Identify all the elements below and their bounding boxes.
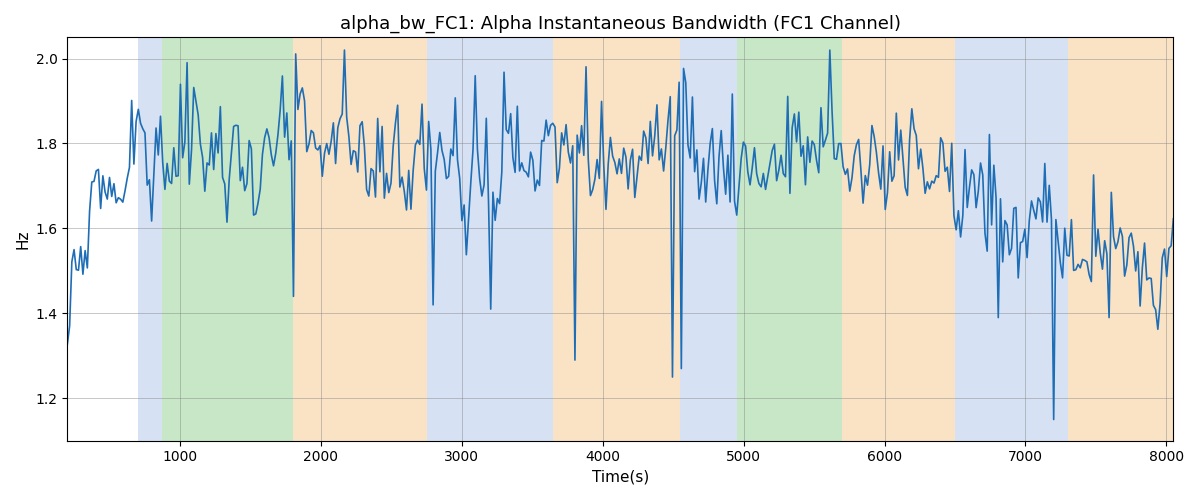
- Bar: [293, 38, 427, 440]
- Bar: [162, 38, 293, 440]
- Y-axis label: Hz: Hz: [16, 230, 30, 249]
- Bar: [138, 38, 162, 440]
- Bar: [737, 38, 842, 440]
- Bar: [553, 38, 680, 440]
- Bar: [427, 38, 553, 440]
- Bar: [955, 38, 1068, 440]
- X-axis label: Time(s): Time(s): [592, 470, 649, 485]
- Bar: [680, 38, 737, 440]
- Title: alpha_bw_FC1: Alpha Instantaneous Bandwidth (FC1 Channel): alpha_bw_FC1: Alpha Instantaneous Bandwi…: [340, 15, 901, 34]
- Bar: [1068, 38, 1174, 440]
- Bar: [842, 38, 955, 440]
